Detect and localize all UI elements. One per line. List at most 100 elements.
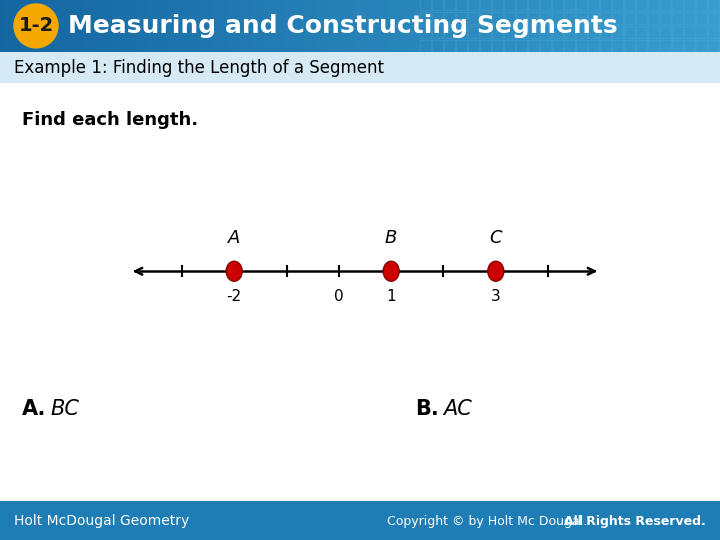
Bar <box>158 0 163 52</box>
Bar <box>608 0 613 52</box>
Ellipse shape <box>488 261 504 281</box>
Bar <box>76 0 80 52</box>
Bar <box>173 0 177 52</box>
Bar <box>480 26 491 38</box>
Bar <box>187 0 192 52</box>
Bar <box>166 0 170 52</box>
Bar <box>374 0 379 52</box>
Bar <box>526 0 530 52</box>
Ellipse shape <box>383 261 399 281</box>
Bar <box>480 0 491 10</box>
Bar <box>184 0 188 52</box>
Bar <box>612 26 623 38</box>
Bar <box>94 0 98 52</box>
Bar <box>659 0 663 52</box>
Text: BC: BC <box>50 399 79 419</box>
Bar <box>112 0 116 52</box>
Bar <box>540 40 551 52</box>
Bar <box>480 40 491 52</box>
Bar <box>580 0 584 52</box>
Bar <box>420 26 431 38</box>
Bar <box>216 0 220 52</box>
Bar <box>227 0 231 52</box>
Bar <box>605 0 609 52</box>
Bar <box>708 40 719 52</box>
Bar <box>58 0 62 52</box>
Bar <box>209 0 213 52</box>
Bar <box>259 0 264 52</box>
Bar <box>634 0 638 52</box>
Bar <box>522 0 526 52</box>
Bar <box>480 12 491 24</box>
Bar <box>122 0 127 52</box>
Bar <box>432 26 443 38</box>
Bar <box>425 0 429 52</box>
Bar <box>583 0 588 52</box>
Bar <box>504 0 508 52</box>
Bar <box>684 0 695 10</box>
Bar <box>241 0 246 52</box>
Bar <box>619 0 624 52</box>
Bar <box>454 0 458 52</box>
Bar <box>612 0 623 10</box>
Bar <box>0 0 4 52</box>
Bar <box>554 0 559 52</box>
Bar <box>576 0 587 10</box>
Text: Holt McDougal Geometry: Holt McDougal Geometry <box>14 514 189 528</box>
Bar <box>140 0 145 52</box>
Bar <box>292 0 296 52</box>
Bar <box>432 12 443 24</box>
Bar <box>652 0 656 52</box>
Ellipse shape <box>226 261 242 281</box>
Bar <box>552 26 563 38</box>
Bar <box>623 0 627 52</box>
Bar <box>528 40 539 52</box>
Bar <box>490 0 494 52</box>
Bar <box>468 12 479 24</box>
Bar <box>684 0 688 52</box>
Bar <box>456 40 467 52</box>
Bar <box>475 0 480 52</box>
Bar <box>624 12 635 24</box>
Bar <box>79 0 84 52</box>
Bar <box>492 40 503 52</box>
Bar <box>528 12 539 24</box>
Bar <box>565 0 570 52</box>
Bar <box>346 0 350 52</box>
Bar <box>90 0 94 52</box>
Bar <box>552 12 563 24</box>
Bar <box>400 0 404 52</box>
Bar <box>86 0 91 52</box>
Bar <box>598 0 602 52</box>
Bar <box>230 0 235 52</box>
Bar <box>698 0 703 52</box>
Bar <box>281 0 285 52</box>
Bar <box>432 0 436 52</box>
Text: A: A <box>228 230 240 247</box>
Bar <box>407 0 411 52</box>
Bar <box>551 0 555 52</box>
Bar <box>600 0 611 10</box>
Bar <box>666 0 670 52</box>
Bar <box>420 40 431 52</box>
Bar <box>660 26 671 38</box>
Bar <box>708 12 719 24</box>
Bar <box>558 0 562 52</box>
Bar <box>396 0 400 52</box>
Bar <box>492 0 503 10</box>
Bar <box>205 0 210 52</box>
Bar <box>119 0 123 52</box>
Bar <box>624 0 635 10</box>
Text: 1-2: 1-2 <box>19 16 53 36</box>
Bar <box>533 0 537 52</box>
Bar <box>648 0 659 10</box>
Text: Find each length.: Find each length. <box>22 111 198 129</box>
Bar <box>588 0 599 10</box>
Bar <box>672 0 683 10</box>
Bar <box>504 40 515 52</box>
Bar <box>655 0 660 52</box>
Bar <box>284 0 289 52</box>
Bar <box>468 26 479 38</box>
Bar <box>673 0 678 52</box>
Bar <box>421 0 426 52</box>
